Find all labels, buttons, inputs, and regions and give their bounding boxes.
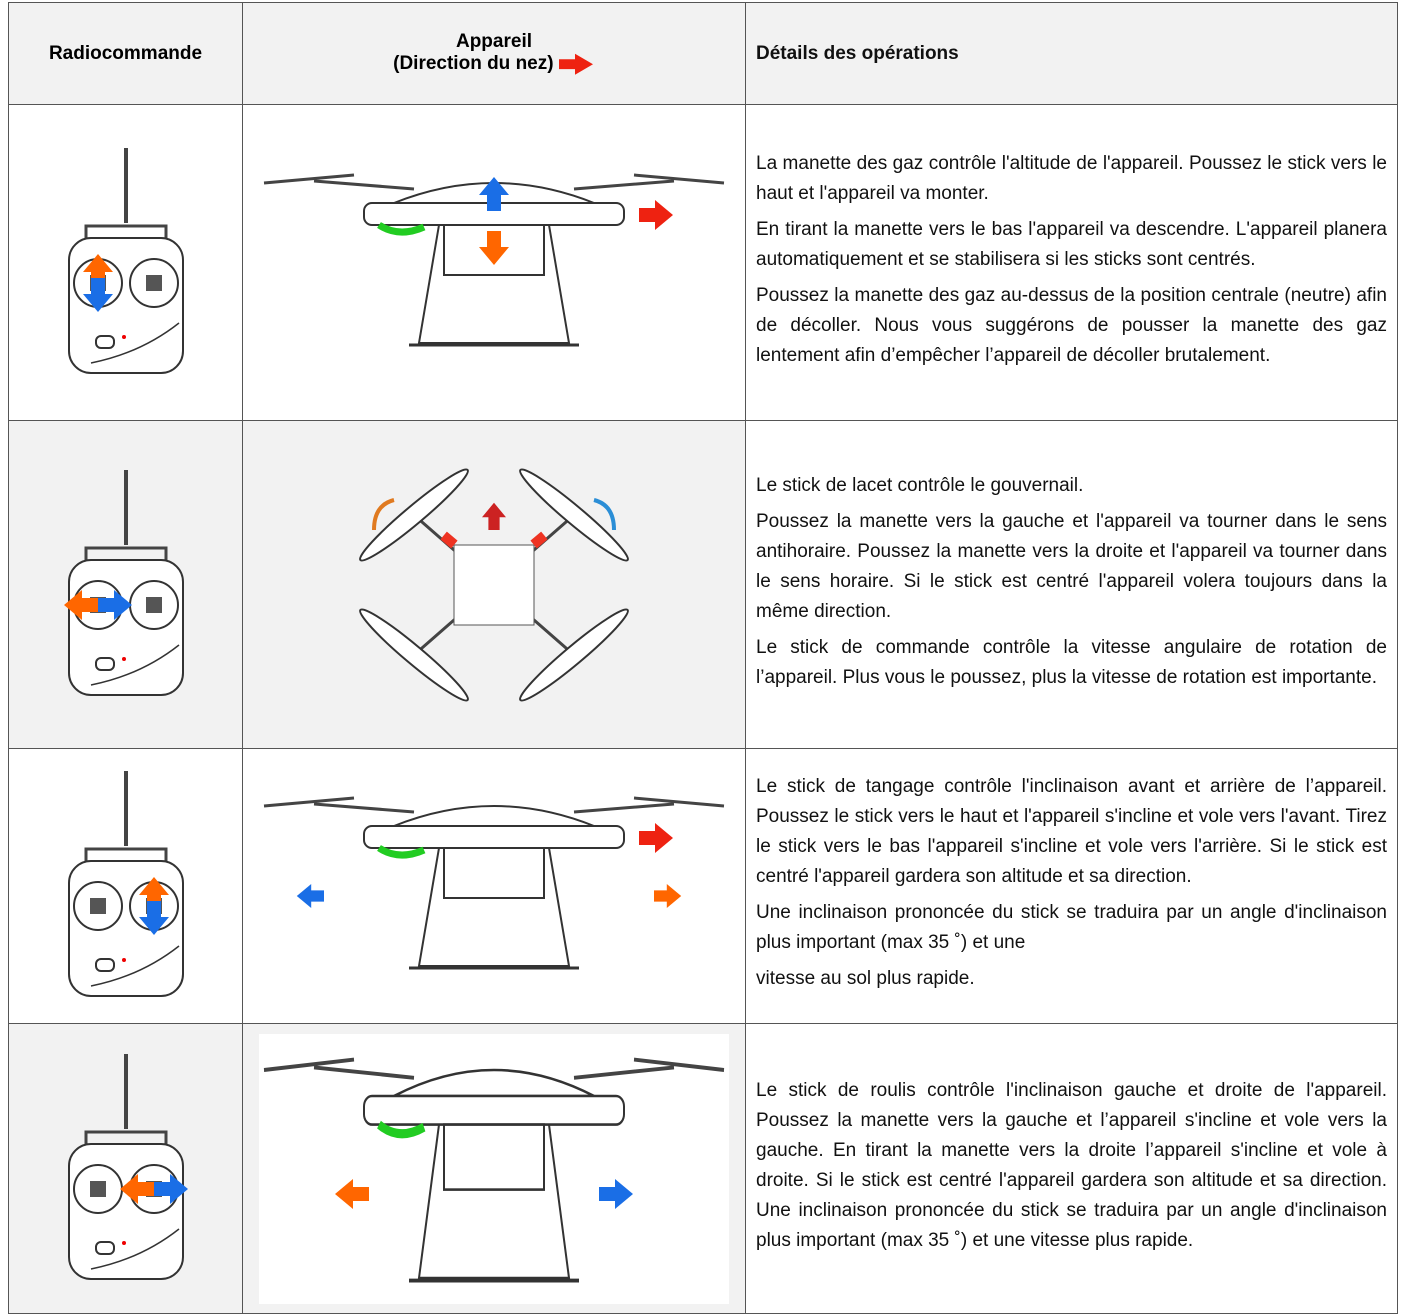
header-cell: Détails des opérations <box>745 2 1398 105</box>
paragraph: La manette des gaz contrôle l'altitude d… <box>756 152 1387 204</box>
details-cell: Le stick de lacet contrôle le gouvernail… <box>745 420 1398 749</box>
details-cell: Le stick de roulis contrôle l'inclinaiso… <box>745 1023 1398 1314</box>
header-text: (Direction du nez) <box>243 53 745 76</box>
header-row: Radiocommande Appareil (Direction du nez)… <box>8 2 1398 105</box>
drone-cell <box>242 748 746 1024</box>
remote-cell <box>8 1023 243 1314</box>
drone-cell <box>242 1023 746 1314</box>
header-cell: Appareil (Direction du nez) <box>242 2 746 105</box>
paragraph: Poussez la manette des gaz au-dessus de … <box>756 284 1387 366</box>
remote-illustration <box>66 147 185 375</box>
nose-arrow-icon <box>558 54 593 76</box>
remote-cell <box>8 420 243 749</box>
details-cell: La manette des gaz contrôle l'altitude d… <box>745 104 1398 421</box>
details-cell: Le stick de tangage contrôle l'inclinais… <box>745 748 1398 1024</box>
drone-illustration <box>259 1033 729 1304</box>
remote-cell <box>8 748 243 1024</box>
paragraph: Le stick de tangage contrôle l'inclinais… <box>756 776 1387 887</box>
paragraph: Poussez la manette vers la gauche et l'a… <box>756 510 1387 622</box>
row: Le stick de roulis contrôle l'inclinaiso… <box>8 1023 1398 1314</box>
paragraph: Le stick de commande contrôle la vitesse… <box>756 636 1387 688</box>
row: Le stick de lacet contrôle le gouvernail… <box>8 420 1398 749</box>
remote-illustration <box>63 469 185 697</box>
drone-illustration <box>353 461 635 708</box>
row: Le stick de tangage contrôle l'inclinais… <box>8 748 1398 1024</box>
header-cell: Radiocommande <box>8 2 243 105</box>
header-text: (Direction du nez) <box>393 53 554 75</box>
row: La manette des gaz contrôle l'altitude d… <box>8 104 1398 421</box>
paragraph: Une inclinaison prononcée du stick se tr… <box>756 902 1387 953</box>
paragraph: Le stick de roulis contrôle l'inclinaiso… <box>756 1079 1387 1251</box>
drone-cell <box>242 104 746 421</box>
header-text: Détails des opérations <box>756 42 959 64</box>
remote-illustration <box>66 1053 188 1281</box>
drone-cell <box>242 420 746 749</box>
header-text: Radiocommande <box>48 42 203 64</box>
remote-cell <box>8 104 243 421</box>
header-text: Appareil <box>455 31 533 53</box>
remote-illustration <box>66 771 185 998</box>
controls-table: Radiocommande Appareil (Direction du nez)… <box>8 2 1398 1314</box>
paragraph: Le stick de lacet contrôle le gouvernail… <box>756 474 1084 496</box>
drone-illustration <box>244 786 744 986</box>
drone-illustration <box>244 163 744 363</box>
paragraph: En tirant la manette vers le bas l'appar… <box>756 218 1387 270</box>
paragraph: vitesse au sol plus rapide. <box>756 968 975 989</box>
